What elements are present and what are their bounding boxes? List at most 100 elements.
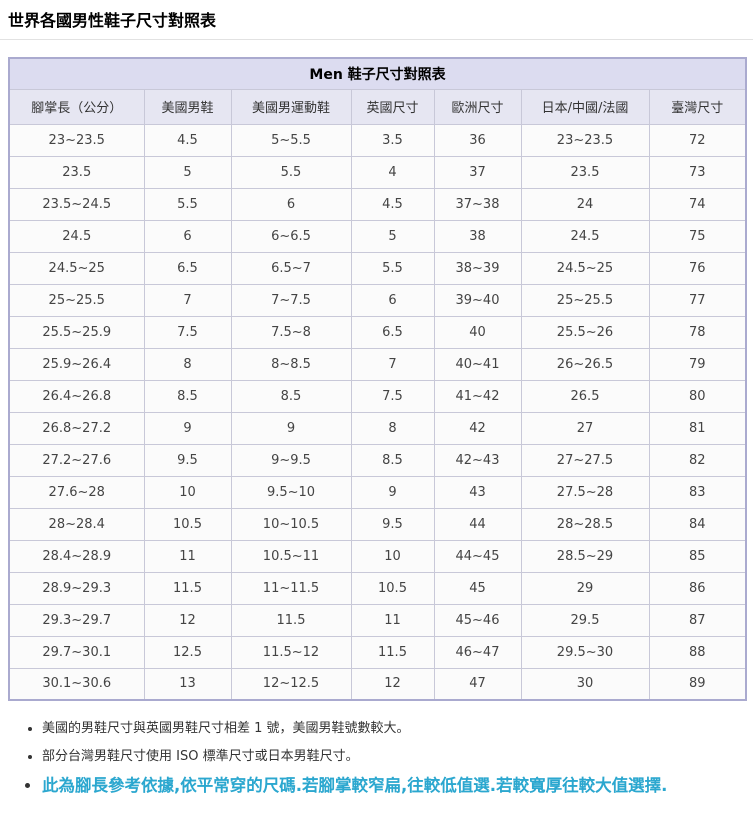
table-cell: 27.5~28 — [520, 475, 650, 509]
column-header: 腳掌長（公分） — [8, 88, 145, 125]
table-cell: 5.5 — [230, 155, 352, 189]
table-cell: 45 — [433, 571, 522, 605]
table-cell: 79 — [648, 347, 747, 381]
table-cell: 7 — [350, 347, 435, 381]
table-row: 28.9~29.3 11.5 11~11.5 10.5 45 29 86 — [8, 571, 747, 605]
table-cell: 89 — [648, 667, 747, 701]
table-cell: 26.5 — [520, 379, 650, 413]
table-row: 23.5~24.5 5.5 6 4.5 37~38 24 74 — [8, 187, 747, 221]
column-header: 日本/中國/法國 — [520, 88, 650, 125]
table-cell: 85 — [648, 539, 747, 573]
table-cell: 77 — [648, 283, 747, 317]
table-cell: 4.5 — [350, 187, 435, 221]
table-cell: 10.5 — [350, 571, 435, 605]
table-cell: 26.4~26.8 — [8, 379, 145, 413]
table-cell: 28.9~29.3 — [8, 571, 145, 605]
table-cell: 46~47 — [433, 635, 522, 669]
table-row: 28.4~28.9 11 10.5~11 10 44~45 28.5~29 85 — [8, 539, 747, 573]
table-cell: 9 — [143, 411, 232, 445]
table-cell: 88 — [648, 635, 747, 669]
table-cell: 7~7.5 — [230, 283, 352, 317]
table-cell: 28~28.5 — [520, 507, 650, 541]
table-row: 27.2~27.6 9.5 9~9.5 8.5 42~43 27~27.5 82 — [8, 443, 747, 477]
table-cell: 23.5~24.5 — [8, 187, 145, 221]
table-cell: 12 — [143, 603, 232, 637]
table-cell: 11~11.5 — [230, 571, 352, 605]
table-cell: 45~46 — [433, 603, 522, 637]
table-cell: 23.5 — [520, 155, 650, 189]
table-cell: 27 — [520, 411, 650, 445]
column-header: 臺灣尺寸 — [648, 88, 747, 125]
table-cell: 12.5 — [143, 635, 232, 669]
page: 世界各國男性鞋子尺寸對照表 Men 鞋子尺寸對照表 腳掌長（公分） 美國男鞋 美國男… — [0, 11, 753, 798]
table-cell: 76 — [648, 251, 747, 285]
column-header: 美國男運動鞋 — [230, 88, 352, 125]
table-row: 28~28.4 10.5 10~10.5 9.5 44 28~28.5 84 — [8, 507, 747, 541]
table-cell: 5~5.5 — [230, 123, 352, 157]
table-row: 24.5 6 6~6.5 5 38 24.5 75 — [8, 219, 747, 253]
table-cell: 87 — [648, 603, 747, 637]
table-cell: 10 — [143, 475, 232, 509]
table-row: 30.1~30.6 13 12~12.5 12 47 30 89 — [8, 667, 747, 701]
table-cell: 6~6.5 — [230, 219, 352, 253]
table-cell: 38 — [433, 219, 522, 253]
table-cell: 28.5~29 — [520, 539, 650, 573]
table-cell: 6 — [350, 283, 435, 317]
table-header-row: 腳掌長（公分） 美國男鞋 美國男運動鞋 英國尺寸 歐洲尺寸 日本/中國/法國 臺灣尺寸 — [8, 88, 747, 125]
table-row: 29.7~30.1 12.5 11.5~12 11.5 46~47 29.5~30 88 — [8, 635, 747, 669]
title-divider — [0, 39, 753, 41]
table-cell: 37 — [433, 155, 522, 189]
table-cell: 47 — [433, 667, 522, 701]
table-cell: 42~43 — [433, 443, 522, 477]
table-cell: 80 — [648, 379, 747, 413]
table-cell: 9.5~10 — [230, 475, 352, 509]
table-cell: 29.7~30.1 — [8, 635, 145, 669]
table-row: 27.6~28 10 9.5~10 9 43 27.5~28 83 — [8, 475, 747, 509]
table-cell: 30.1~30.6 — [8, 667, 145, 701]
table-cell: 9.5 — [143, 443, 232, 477]
table-cell: 25.5~25.9 — [8, 315, 145, 349]
column-header: 歐洲尺寸 — [433, 88, 522, 125]
table-cell: 5 — [143, 155, 232, 189]
table-cell: 82 — [648, 443, 747, 477]
table-cell: 11.5 — [350, 635, 435, 669]
table-cell: 23~23.5 — [520, 123, 650, 157]
column-header: 美國男鞋 — [143, 88, 232, 125]
table-cell: 24 — [520, 187, 650, 221]
table-cell: 38~39 — [433, 251, 522, 285]
table-cell: 11 — [350, 603, 435, 637]
note-item: 部分台灣男鞋尺寸使用 ISO 標準尺寸或日本男鞋尺寸。 — [42, 748, 753, 766]
table-cell: 12 — [350, 667, 435, 701]
table-row: 23.5 5 5.5 4 37 23.5 73 — [8, 155, 747, 189]
table-cell: 4 — [350, 155, 435, 189]
table-cell: 27~27.5 — [520, 443, 650, 477]
table-cell: 44~45 — [433, 539, 522, 573]
table-cell: 24.5 — [8, 219, 145, 253]
page-title: 世界各國男性鞋子尺寸對照表 — [8, 11, 217, 30]
table-cell: 29.3~29.7 — [8, 603, 145, 637]
table-cell: 30 — [520, 667, 650, 701]
table-cell: 23.5 — [8, 155, 145, 189]
table-cell: 9.5 — [350, 507, 435, 541]
table-cell: 25.5~26 — [520, 315, 650, 349]
table-cell: 42 — [433, 411, 522, 445]
table-row: 23~23.5 4.5 5~5.5 3.5 36 23~23.5 72 — [8, 123, 747, 157]
table-row: 26.8~27.2 9 9 8 42 27 81 — [8, 411, 747, 445]
table-cell: 44 — [433, 507, 522, 541]
table-cell: 5.5 — [350, 251, 435, 285]
table-cell: 41~42 — [433, 379, 522, 413]
table-cell: 10.5 — [143, 507, 232, 541]
note-item-highlight: 此為腳長參考依據,依平常穿的尺碼.若腳掌較窄扁,往較低值選.若較寬厚往較大值選擇… — [42, 775, 753, 797]
note-text: 美國的男鞋尺寸與英國男鞋尺寸相差 1 號，美國男鞋號數較大。 — [42, 721, 410, 737]
table-cell: 8 — [350, 411, 435, 445]
table-cell: 25.9~26.4 — [8, 347, 145, 381]
table-cell: 39~40 — [433, 283, 522, 317]
table-cell: 27.2~27.6 — [8, 443, 145, 477]
table-cell: 27.6~28 — [8, 475, 145, 509]
table-cell: 6 — [230, 187, 352, 221]
table-cell: 11 — [143, 539, 232, 573]
table-cell: 78 — [648, 315, 747, 349]
table-cell: 13 — [143, 667, 232, 701]
table-cell: 10 — [350, 539, 435, 573]
table-cell: 86 — [648, 571, 747, 605]
